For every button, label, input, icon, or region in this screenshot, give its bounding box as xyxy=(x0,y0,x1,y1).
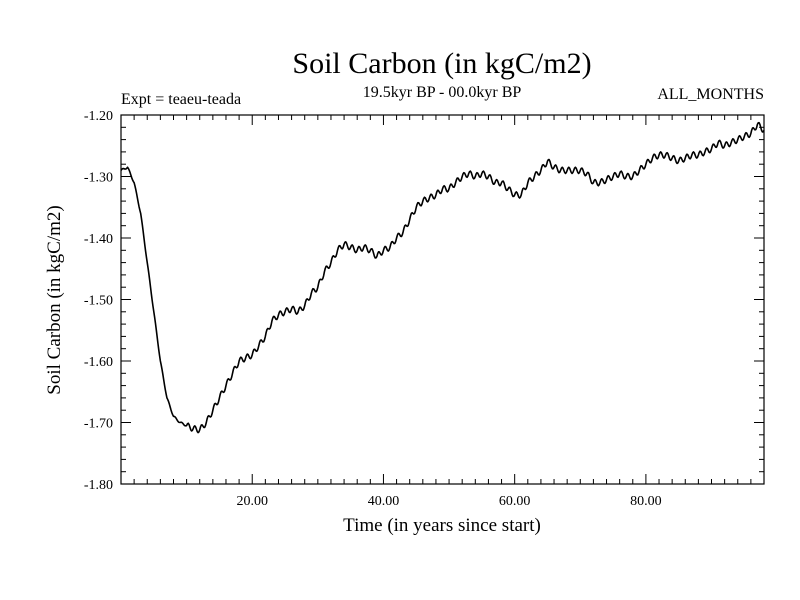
x-tick-label: 20.00 xyxy=(236,494,268,509)
x-tick-label: 80.00 xyxy=(630,494,662,509)
plot-frame xyxy=(120,114,765,485)
y-tick-label: -1.50 xyxy=(84,294,113,309)
chart-title: Soil Carbon (in kgC/m2) xyxy=(292,47,591,80)
y-tick-label: -1.70 xyxy=(84,417,113,432)
axis-ticks xyxy=(121,114,764,485)
chart-subtitle: 19.5kyr BP - 00.0kyr BP xyxy=(363,84,522,101)
x-tick-label: 40.00 xyxy=(368,494,400,509)
y-tick-label: -1.80 xyxy=(84,478,113,493)
y-tick-label: -1.20 xyxy=(84,109,113,124)
x-axis-label: Time (in years since start) xyxy=(343,515,541,536)
y-tick-label: -1.40 xyxy=(84,232,113,247)
y-tick-label: -1.60 xyxy=(84,355,113,370)
soil-carbon-series-line xyxy=(120,121,765,434)
y-tick-labels: -1.20 -1.30 -1.40 -1.50 -1.60 -1.70 -1.80 xyxy=(84,109,113,493)
experiment-label: Expt = teaeu-teada xyxy=(121,91,241,108)
y-tick-label: -1.30 xyxy=(84,171,113,186)
x-tick-labels: 20.00 40.00 60.00 80.00 xyxy=(236,494,661,509)
x-tick-label: 60.00 xyxy=(499,494,531,509)
y-axis-label: Soil Carbon (in kgC/m2) xyxy=(44,205,65,394)
period-label: ALL_MONTHS xyxy=(657,86,764,103)
